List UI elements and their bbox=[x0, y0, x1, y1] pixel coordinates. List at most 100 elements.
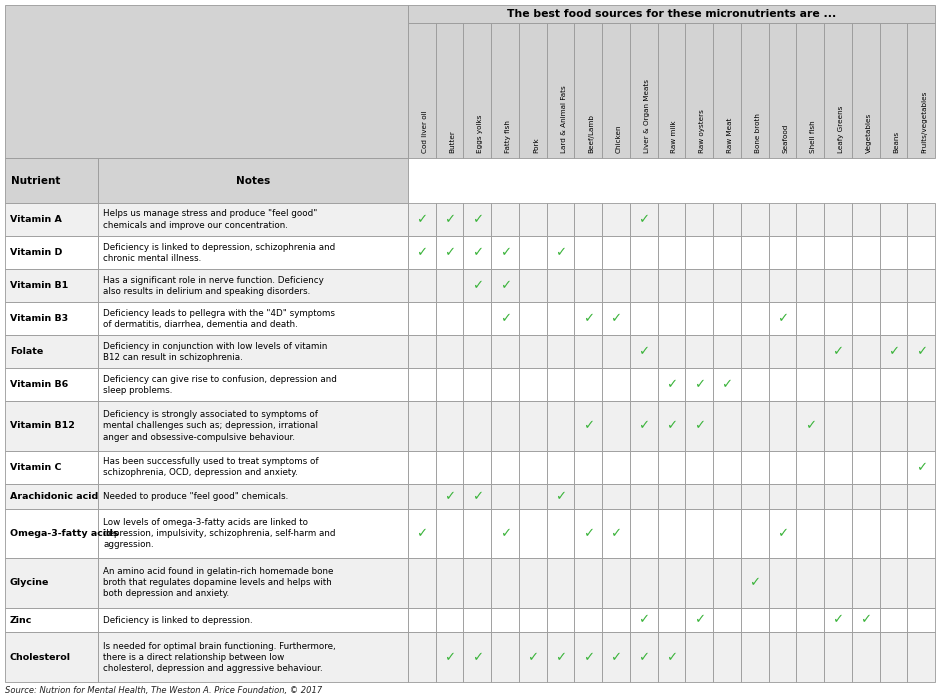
Bar bbox=[463, 484, 492, 509]
Bar bbox=[408, 608, 436, 632]
Bar bbox=[796, 558, 824, 608]
Bar bbox=[741, 401, 769, 451]
Bar bbox=[436, 302, 463, 335]
Bar bbox=[852, 203, 880, 236]
Bar bbox=[492, 302, 519, 335]
Text: Zinc: Zinc bbox=[10, 615, 32, 624]
Bar bbox=[463, 632, 492, 682]
Text: Cholesterol: Cholesterol bbox=[10, 652, 71, 662]
Text: Vitamin A: Vitamin A bbox=[10, 215, 62, 224]
Bar bbox=[824, 509, 852, 558]
Bar bbox=[880, 451, 907, 484]
Bar bbox=[519, 451, 547, 484]
Text: ✓: ✓ bbox=[694, 378, 705, 391]
Bar bbox=[880, 558, 907, 608]
Bar bbox=[519, 23, 547, 158]
Bar bbox=[98, 236, 408, 269]
Bar bbox=[907, 484, 935, 509]
Text: ✓: ✓ bbox=[583, 312, 594, 325]
Bar bbox=[658, 368, 685, 401]
Bar bbox=[907, 509, 935, 558]
Bar bbox=[574, 23, 603, 158]
Bar bbox=[880, 23, 907, 158]
Bar bbox=[5, 451, 98, 484]
Bar bbox=[574, 302, 603, 335]
Bar bbox=[603, 269, 630, 302]
Text: ✓: ✓ bbox=[776, 312, 788, 325]
Bar bbox=[685, 484, 713, 509]
Text: Vegetables: Vegetables bbox=[866, 113, 871, 153]
Bar bbox=[769, 236, 796, 269]
Text: Bone broth: Bone broth bbox=[755, 113, 760, 153]
Bar bbox=[852, 302, 880, 335]
Bar bbox=[630, 368, 658, 401]
Bar bbox=[547, 484, 574, 509]
Bar bbox=[574, 509, 603, 558]
Bar bbox=[658, 509, 685, 558]
Bar bbox=[880, 401, 907, 451]
Bar bbox=[463, 608, 492, 632]
Bar bbox=[436, 509, 463, 558]
Bar bbox=[741, 368, 769, 401]
Text: Vitamin B6: Vitamin B6 bbox=[10, 380, 69, 389]
Bar bbox=[713, 302, 741, 335]
Bar bbox=[907, 632, 935, 682]
Bar bbox=[492, 558, 519, 608]
Bar bbox=[492, 484, 519, 509]
Bar bbox=[463, 451, 492, 484]
Bar bbox=[603, 203, 630, 236]
Bar bbox=[852, 451, 880, 484]
Bar bbox=[630, 509, 658, 558]
Bar bbox=[519, 509, 547, 558]
Bar bbox=[769, 23, 796, 158]
Bar bbox=[574, 368, 603, 401]
Text: ✓: ✓ bbox=[444, 490, 455, 503]
Text: Deficiency can give rise to confusion, depression and
sleep problems.: Deficiency can give rise to confusion, d… bbox=[103, 374, 337, 395]
Text: Arachidonic acid: Arachidonic acid bbox=[10, 491, 99, 500]
Bar bbox=[907, 451, 935, 484]
Bar bbox=[408, 302, 436, 335]
Bar bbox=[519, 484, 547, 509]
Text: Eggs yolks: Eggs yolks bbox=[478, 115, 483, 153]
Bar bbox=[5, 269, 98, 302]
Bar bbox=[603, 23, 630, 158]
Bar bbox=[852, 632, 880, 682]
Bar bbox=[519, 203, 547, 236]
Text: Deficiency is linked to depression, schizophrenia and
chronic mental illness.: Deficiency is linked to depression, schi… bbox=[103, 242, 336, 262]
Bar bbox=[5, 509, 98, 558]
Bar bbox=[713, 368, 741, 401]
Bar bbox=[713, 558, 741, 608]
Text: Nutrient: Nutrient bbox=[11, 176, 60, 186]
Bar bbox=[519, 401, 547, 451]
Bar bbox=[658, 401, 685, 451]
Bar bbox=[98, 558, 408, 608]
Bar bbox=[880, 335, 907, 368]
Bar bbox=[907, 558, 935, 608]
Bar bbox=[713, 23, 741, 158]
Text: ✓: ✓ bbox=[666, 419, 677, 433]
Bar bbox=[463, 203, 492, 236]
Text: Deficiency is strongly associated to symptoms of
mental challenges such as; depr: Deficiency is strongly associated to sym… bbox=[103, 410, 318, 442]
Text: Lard & Animal Fats: Lard & Animal Fats bbox=[560, 85, 567, 153]
Bar bbox=[796, 451, 824, 484]
Text: ✓: ✓ bbox=[638, 651, 650, 664]
Text: ✓: ✓ bbox=[499, 527, 510, 540]
Text: ✓: ✓ bbox=[805, 419, 816, 433]
Bar bbox=[769, 509, 796, 558]
Bar bbox=[436, 23, 463, 158]
Bar bbox=[880, 236, 907, 269]
Text: ✓: ✓ bbox=[610, 312, 621, 325]
Bar bbox=[98, 608, 408, 632]
Bar bbox=[463, 335, 492, 368]
Bar bbox=[685, 203, 713, 236]
Text: ✓: ✓ bbox=[888, 345, 899, 358]
Bar bbox=[907, 368, 935, 401]
Bar bbox=[741, 236, 769, 269]
Bar bbox=[436, 236, 463, 269]
Bar bbox=[5, 236, 98, 269]
Bar bbox=[713, 335, 741, 368]
Bar bbox=[408, 23, 436, 158]
Bar bbox=[713, 509, 741, 558]
Bar bbox=[630, 302, 658, 335]
Bar bbox=[574, 484, 603, 509]
